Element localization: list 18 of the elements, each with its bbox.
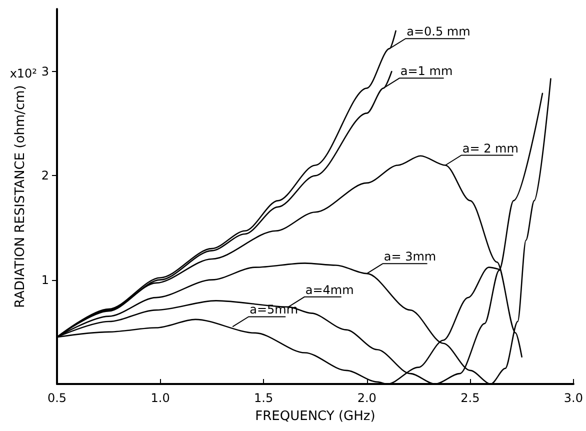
y-tick-label: 2 xyxy=(41,168,49,183)
annotation: a=5mm xyxy=(250,302,298,317)
x-tick-label: 0.5 xyxy=(47,391,67,405)
text: x10² xyxy=(10,66,38,80)
annotation: a= 3mm xyxy=(384,250,436,264)
annotation: a=0.5 mm xyxy=(406,24,470,39)
y-tick-label: 1 xyxy=(41,272,49,287)
annotation: a=1 mm xyxy=(400,64,453,78)
y-tick-label: 3 xyxy=(41,64,49,78)
x-tick-label: 1.0 xyxy=(150,391,170,405)
y-axis-title: RADIATION RESISTANCE (ohm/cm) xyxy=(13,85,28,308)
x-tick-label: 3.0 xyxy=(564,391,584,405)
x-axis-title: FREQUENCY (GHz) xyxy=(255,409,376,424)
annotation: a= 2 mm xyxy=(462,141,518,156)
x-tick-label: 2.0 xyxy=(357,391,376,405)
x-tick-label: 1.5 xyxy=(254,391,274,405)
annotation: a=4mm xyxy=(305,282,354,297)
x-tick-label: 2.5 xyxy=(460,391,480,405)
